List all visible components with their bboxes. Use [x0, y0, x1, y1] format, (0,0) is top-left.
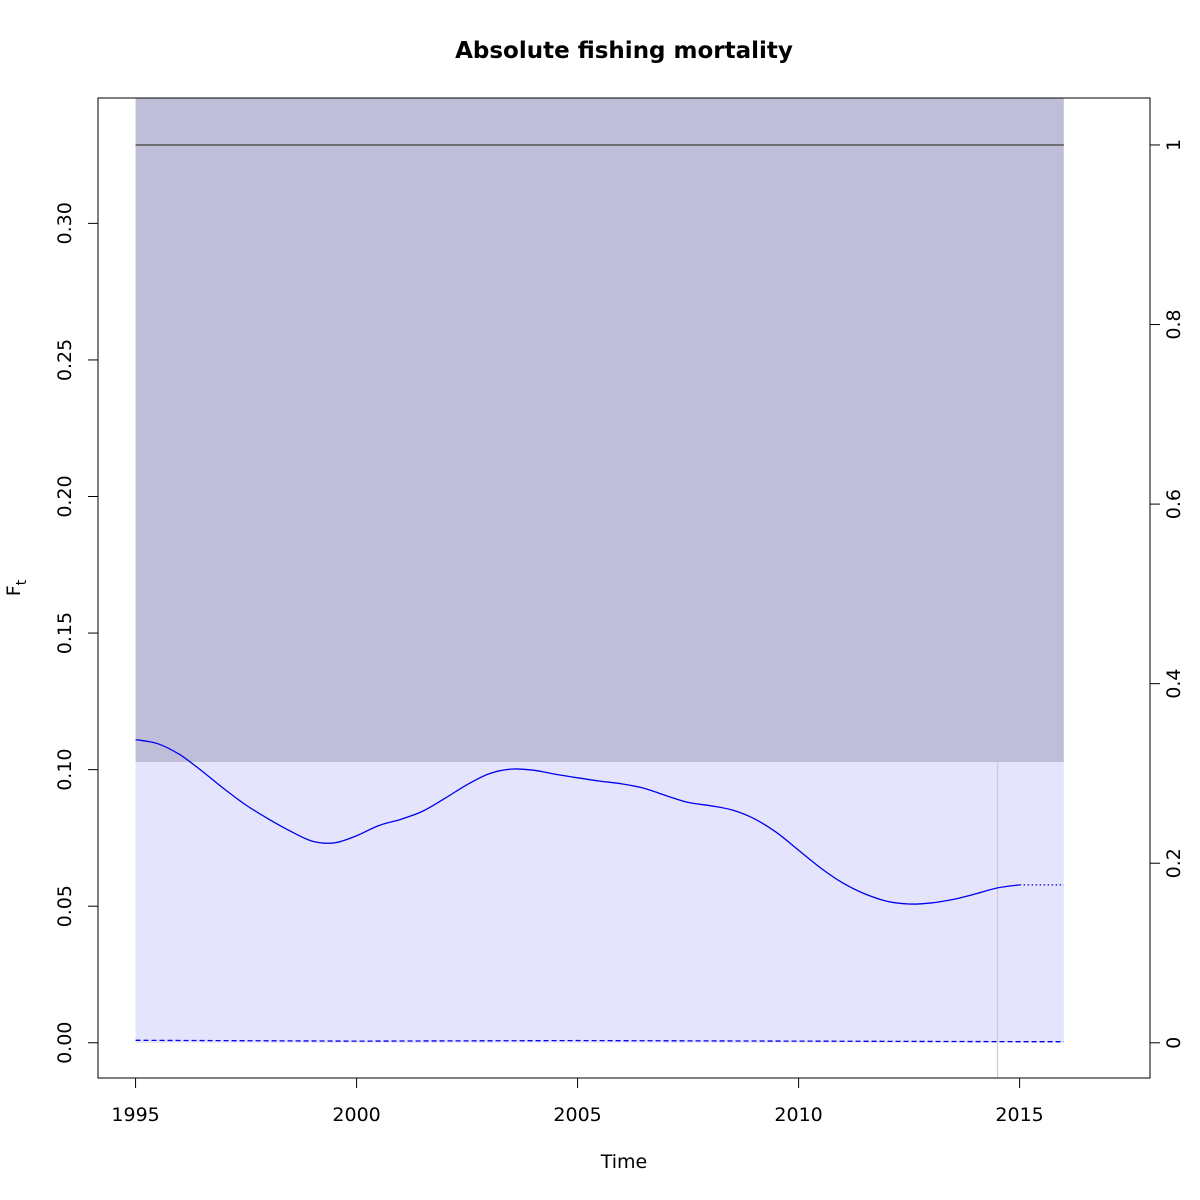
plot-frame	[97, 97, 1151, 1079]
y-tick-label: 0.10	[54, 748, 76, 790]
series-layer	[135, 738, 1064, 1043]
y-tick-label: 0.05	[54, 885, 76, 927]
y2-tick-label: 0.2	[1163, 848, 1185, 878]
y-axis-title-main: F	[3, 585, 25, 596]
y-axis-left: 0.00 0.05 0.10 0.15 0.20 0.25 0.30	[54, 202, 99, 1064]
x-tick-label: 2015	[995, 1104, 1043, 1126]
y-tick-label: 0.20	[54, 475, 76, 517]
chart-title: Absolute fishing mortality	[455, 38, 793, 64]
y-axis-right: 0 0.2 0.4 0.6 0.8 1	[1149, 139, 1185, 1049]
x-tick-label: 1995	[111, 1104, 159, 1126]
y-tick-label: 0.30	[54, 202, 76, 244]
bands-layer	[135, 98, 1064, 1078]
y2-tick-label: 0.8	[1163, 309, 1185, 339]
x-axis: 1995 2000 2005 2010 2015	[111, 1077, 1044, 1126]
y-tick-label: 0.15	[54, 612, 76, 654]
y-axis-title: Ft	[3, 579, 30, 596]
x-axis-title: Time	[600, 1151, 648, 1173]
y2-tick-label: 1	[1163, 139, 1185, 151]
series-line-solid	[135, 738, 1020, 905]
x-tick-label: 2010	[774, 1104, 822, 1126]
y2-tick-label: 0.4	[1163, 669, 1185, 699]
y2-tick-label: 0	[1163, 1037, 1185, 1049]
y2-tick-label: 0.6	[1163, 489, 1185, 519]
y-axis-title-sub: t	[14, 579, 30, 585]
series-line-dashed	[135, 1039, 1064, 1043]
confidence-band	[135, 761, 1064, 1043]
x-tick-label: 2005	[553, 1104, 601, 1126]
x-tick-label: 2000	[332, 1104, 380, 1126]
y-tick-label: 0.00	[54, 1022, 76, 1064]
svg-text:Ft: Ft	[3, 579, 30, 596]
y-tick-label: 0.25	[54, 339, 76, 381]
upper-band	[135, 98, 1064, 762]
